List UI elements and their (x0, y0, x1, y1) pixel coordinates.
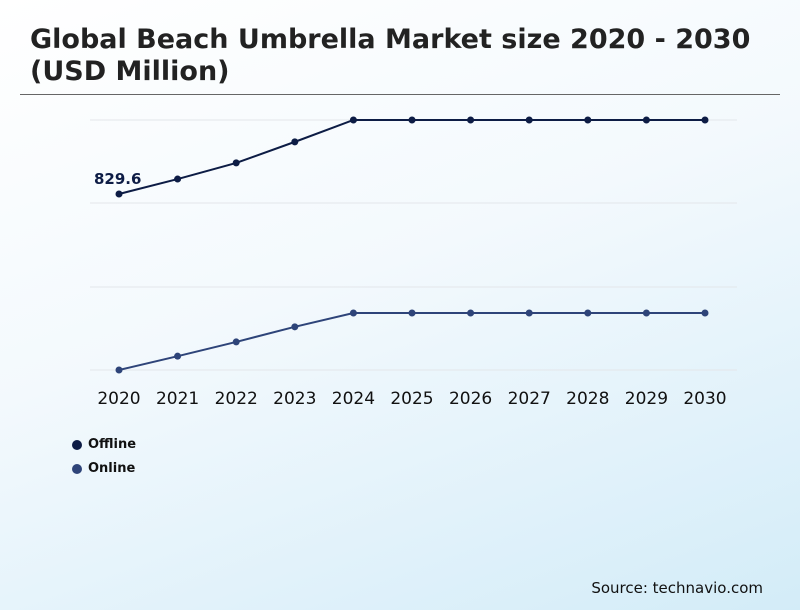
x-tick-label: 2021 (156, 389, 199, 409)
x-tick-label: 2022 (215, 389, 258, 409)
legend-item-online: Online (72, 461, 135, 476)
data-point (408, 309, 416, 317)
data-point (115, 366, 123, 374)
data-point (174, 175, 182, 183)
title-divider (20, 94, 780, 95)
line-chart: 2020 2021 2022 2023 2024 2025 2026 2027 2028 2029… (90, 116, 737, 409)
data-point (174, 352, 182, 360)
x-tick-label: 2027 (508, 389, 551, 409)
legend-label: Online (88, 461, 136, 476)
x-tick-label: 2024 (332, 389, 375, 409)
data-point (584, 309, 592, 317)
x-tick-label: 2029 (625, 389, 668, 409)
legend-dot-icon (72, 463, 82, 474)
data-point (467, 116, 475, 124)
data-point (115, 190, 123, 198)
series-line-offline (118, 119, 705, 195)
x-tick-label: 2025 (390, 389, 433, 409)
data-point (584, 116, 592, 124)
series-line-online (118, 312, 705, 371)
source-credit: Source: technavio.com (591, 579, 763, 597)
data-point (349, 309, 357, 317)
data-point (291, 138, 299, 146)
data-point (525, 116, 533, 124)
data-point (642, 116, 650, 124)
legend-item-offline: Offline (72, 437, 136, 452)
legend-label: Offline (88, 437, 137, 452)
data-point (642, 309, 650, 317)
x-tick-label: 2030 (683, 389, 726, 409)
legend-dot-icon (72, 439, 82, 450)
data-point (232, 338, 240, 346)
data-point (701, 116, 709, 124)
data-point (408, 116, 416, 124)
x-tick-label: 2026 (449, 389, 492, 409)
data-point (701, 309, 709, 317)
x-tick-label: 2020 (97, 389, 140, 409)
chart-title: Global Beach Umbrella Market size 2020 -… (30, 24, 751, 87)
data-point (291, 323, 299, 331)
data-point (349, 116, 357, 124)
x-tick-label: 2023 (273, 389, 316, 409)
data-point (232, 159, 240, 167)
data-point (467, 309, 475, 317)
data-point (525, 309, 533, 317)
x-tick-label: 2028 (566, 389, 609, 409)
data-label: 829.6 (94, 170, 141, 188)
